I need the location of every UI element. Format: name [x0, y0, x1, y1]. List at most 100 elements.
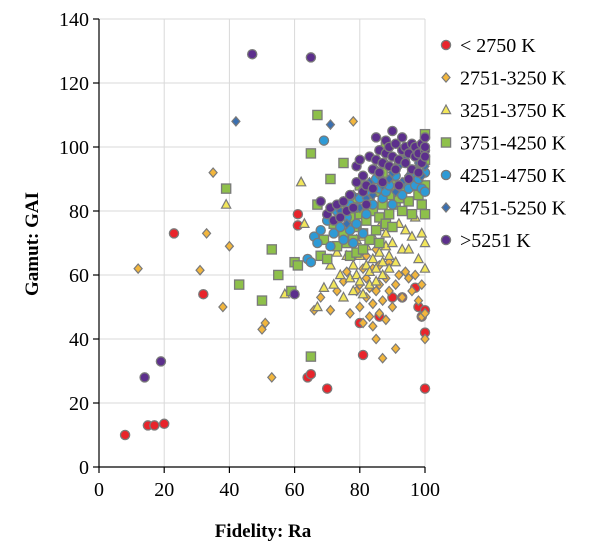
legend: < 2750 K 2751-3250 K 3251-3750 K 3751-4250 …	[440, 35, 567, 252]
data-point	[419, 383, 431, 394]
data-point	[201, 227, 212, 239]
data-point	[380, 227, 392, 238]
data-point	[357, 349, 369, 361]
data-point	[208, 167, 218, 179]
data-point	[315, 291, 326, 303]
data-point	[416, 199, 427, 210]
data-point	[325, 173, 336, 185]
data-point	[168, 228, 180, 239]
x-tick-label: 60	[285, 479, 305, 501]
data-point	[390, 164, 401, 175]
data-point	[289, 288, 300, 300]
data-point	[383, 249, 395, 260]
data-point	[396, 132, 408, 143]
data-point	[400, 157, 411, 169]
data-point	[393, 180, 405, 191]
data-point	[133, 263, 143, 275]
data-point	[370, 224, 382, 236]
data-point	[321, 253, 333, 265]
data-point	[387, 199, 398, 210]
data-point	[390, 255, 402, 267]
data-point	[361, 199, 372, 210]
data-point	[357, 244, 369, 255]
data-point	[370, 275, 382, 286]
data-point	[119, 429, 131, 441]
data-point	[368, 320, 378, 332]
data-point	[396, 243, 408, 254]
legend-label: >5251 K	[460, 230, 531, 252]
data-point	[338, 196, 349, 207]
data-point	[386, 236, 399, 248]
data-point	[416, 227, 428, 238]
data-point	[257, 323, 267, 335]
data-point	[315, 224, 326, 236]
data-point	[390, 343, 401, 355]
legend-label: 3751-4250 K	[460, 133, 567, 155]
data-point	[220, 198, 232, 209]
y-axis-label: Gamut: GAI	[22, 192, 43, 296]
data-point	[324, 259, 337, 270]
data-point	[149, 420, 160, 431]
data-point	[305, 148, 317, 159]
data-point	[347, 259, 359, 270]
legend-marker	[440, 137, 452, 148]
data-point	[394, 269, 404, 281]
data-point	[420, 333, 430, 345]
data-point	[266, 244, 278, 255]
data-point	[224, 240, 235, 252]
data-point	[312, 109, 323, 121]
data-point	[246, 48, 258, 60]
legend-label: < 2750 K	[460, 35, 536, 57]
data-point	[331, 246, 343, 257]
data-point	[403, 196, 414, 207]
data-point	[416, 279, 427, 291]
data-point	[311, 300, 324, 312]
data-point	[384, 285, 394, 297]
data-point	[370, 132, 382, 143]
data-point	[139, 372, 150, 383]
data-point	[318, 135, 330, 146]
data-point	[292, 208, 304, 220]
data-point	[377, 255, 389, 267]
data-point	[233, 279, 245, 290]
data-point	[273, 269, 284, 281]
data-point	[413, 295, 424, 307]
data-point	[305, 351, 317, 362]
data-point	[419, 151, 431, 162]
legend-marker	[440, 234, 452, 246]
data-point	[419, 186, 431, 198]
y-tick-label: 140	[59, 9, 89, 31]
data-point	[305, 256, 317, 268]
data-point	[377, 176, 388, 188]
data-point	[377, 295, 388, 307]
data-point	[367, 252, 379, 264]
data-point	[390, 279, 401, 291]
data-point	[344, 189, 356, 201]
data-point	[334, 212, 346, 223]
data-point	[406, 208, 418, 220]
data-point	[231, 115, 241, 127]
data-point	[381, 314, 391, 326]
x-tick-label: 40	[219, 479, 239, 501]
data-point	[338, 157, 349, 169]
data-point	[400, 266, 411, 278]
data-point	[158, 418, 170, 430]
data-point	[321, 383, 333, 394]
data-point	[397, 291, 407, 303]
data-point	[374, 237, 385, 249]
data-point	[412, 252, 425, 264]
data-point	[292, 260, 304, 271]
data-point	[370, 262, 382, 273]
data-points	[119, 48, 431, 441]
legend-marker	[440, 39, 452, 51]
data-point	[338, 234, 349, 246]
legend-label: 3251-3750 K	[460, 100, 567, 122]
data-point	[403, 272, 414, 284]
data-point	[396, 205, 408, 217]
data-point	[361, 272, 372, 284]
data-point	[420, 307, 430, 319]
data-point	[371, 333, 381, 345]
data-point	[403, 173, 414, 185]
data-point	[354, 275, 366, 286]
data-point	[406, 230, 418, 241]
